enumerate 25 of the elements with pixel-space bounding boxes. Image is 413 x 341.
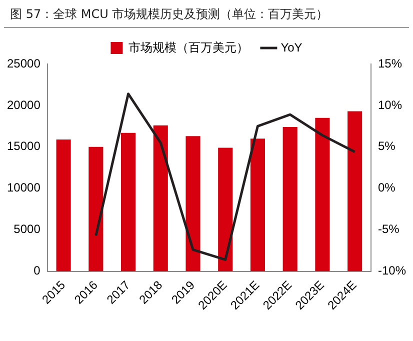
y-tick-label: 15000 [6, 139, 41, 154]
bar [218, 148, 233, 272]
bar [250, 138, 265, 272]
bar [282, 127, 298, 272]
y2-tick-label: -10% [378, 264, 406, 278]
chart-title: 图 57：全球 MCU 市场规模历史及预测（单位：百万美元） [4, 0, 409, 28]
bar [88, 146, 104, 272]
y2-tick-label: 10% [378, 98, 402, 112]
y-tick-label: 20000 [6, 98, 41, 112]
y-tick-label: 5000 [14, 222, 41, 236]
bar [120, 132, 136, 272]
bar [153, 125, 168, 272]
bar [56, 139, 71, 272]
bar [315, 118, 330, 272]
bar [186, 136, 200, 272]
y-tick-label: 0 [34, 264, 41, 278]
y2-tick-label: 0% [378, 180, 396, 195]
legend-label: 市场规模（百万美元） [128, 40, 249, 54]
y-tick-label: 10000 [6, 180, 41, 195]
legend-label: YoY [280, 40, 302, 54]
y2-tick-label: 5% [378, 139, 396, 154]
bar [348, 111, 362, 272]
y2-tick-label: -5% [378, 222, 400, 236]
y-tick-label: 25000 [6, 56, 41, 70]
y2-tick-label: 15% [378, 56, 402, 70]
